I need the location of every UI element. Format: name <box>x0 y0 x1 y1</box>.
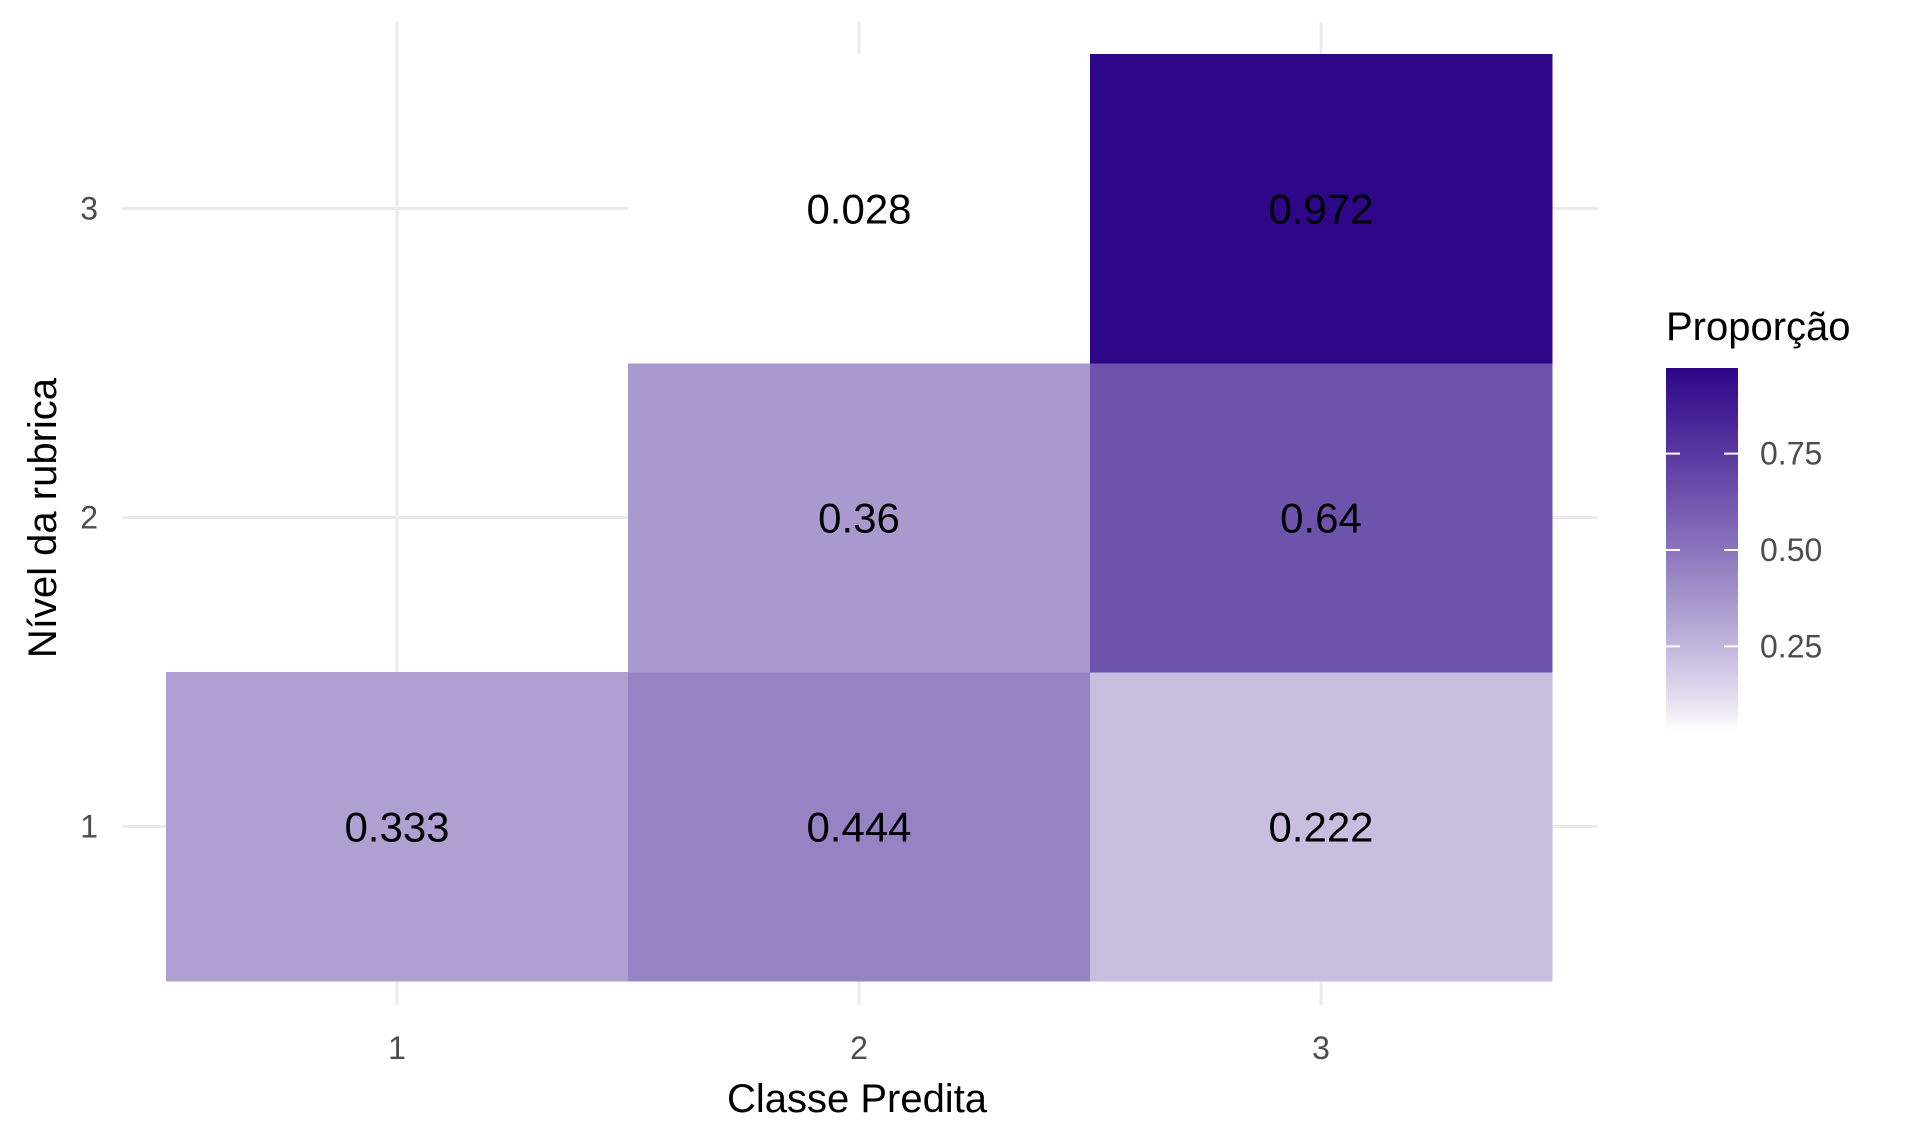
cell-label-2-3: 0.028 <box>806 186 911 233</box>
cell-label-2-2: 0.36 <box>818 495 900 542</box>
heatmap-cell-3-1 <box>1090 672 1553 982</box>
x-axis-ticks: 1 2 3 <box>388 1030 1330 1066</box>
x-tick-label: 1 <box>388 1030 406 1066</box>
heatmap-cells <box>166 54 1553 982</box>
y-tick-label: 2 <box>80 500 98 536</box>
heatmap-cell-2-3 <box>628 54 1091 364</box>
heatmap-cell-3-2 <box>1090 363 1553 673</box>
y-axis-ticks: 1 2 3 <box>80 191 98 845</box>
heatmap-cell-2-2 <box>628 363 1091 673</box>
y-tick-label: 3 <box>80 191 98 227</box>
y-axis-title: Nível da rubrica <box>21 377 65 658</box>
cell-label-3-1: 0.222 <box>1268 804 1373 851</box>
cell-label-3-2: 0.64 <box>1280 495 1362 542</box>
x-tick-label: 3 <box>1312 1030 1330 1066</box>
heatmap-cell-3-3 <box>1090 54 1553 364</box>
legend-title: Proporção <box>1666 305 1851 349</box>
x-axis-title: Classe Predita <box>727 1077 988 1121</box>
legend-ticks: 0.25 0.50 0.75 <box>1666 436 1822 664</box>
cell-label-2-1: 0.444 <box>806 804 911 851</box>
x-tick-label: 2 <box>850 1030 868 1066</box>
cell-labels: 0.333 0.444 0.222 0.36 0.64 0.028 0.972 <box>344 186 1373 851</box>
y-tick-label: 1 <box>80 809 98 845</box>
cell-label-1-1: 0.333 <box>344 804 449 851</box>
legend-tick-label: 0.50 <box>1760 532 1822 568</box>
cell-label-3-3: 0.972 <box>1268 186 1373 233</box>
legend: Proporção 0.25 0.50 0.75 <box>1666 305 1851 732</box>
heatmap-cell-1-1 <box>166 672 629 982</box>
legend-tick-label: 0.75 <box>1760 436 1822 472</box>
legend-tick-label: 0.25 <box>1760 628 1822 664</box>
heatmap-cell-2-1 <box>628 672 1091 982</box>
